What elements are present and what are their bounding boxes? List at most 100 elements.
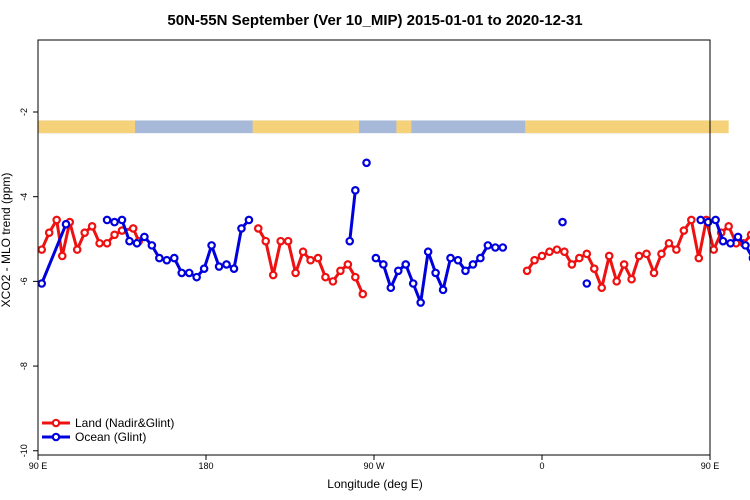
data-point [612,277,621,286]
data-point [597,283,607,293]
data-point [558,217,567,227]
data-point [634,251,644,261]
data-point [416,298,425,307]
data-point [37,279,47,288]
data-point [117,215,127,225]
data-point [393,266,403,276]
data-point [726,238,735,248]
data-point [358,289,368,299]
data-point [696,215,705,225]
data-point [560,247,569,257]
data-point [147,241,157,250]
data-point [345,236,355,246]
series-ocean [37,158,750,307]
data-point [461,266,470,276]
data-point [95,238,104,248]
data-point [253,224,263,233]
chart-title: 50N-55N September (Ver 10_MIP) 2015-01-0… [167,12,582,29]
y-axis-label: XCO2 - MLO trend (ppm) [0,173,13,308]
data-point [362,158,371,168]
data-point [672,245,681,254]
data-point [642,249,651,259]
data-point [283,236,293,246]
data-point [724,222,733,231]
data-point [110,230,119,240]
data-point [522,266,532,276]
data-point [687,215,696,225]
land-ocean-band [38,120,729,134]
data-point [276,236,285,246]
data-point [57,251,67,261]
data-point [214,262,224,271]
data-point [423,247,433,257]
data-point [321,272,330,282]
data-point [261,236,271,246]
data-point [128,224,138,233]
plot-frame [37,39,711,456]
data-point [199,264,209,273]
data-point [132,238,142,248]
series-line [40,223,68,285]
data-point [627,274,636,284]
data-point [431,268,440,278]
data-point [44,228,54,237]
legend-marker [51,418,61,428]
data-point [694,253,704,263]
y-tick-label: -2 [19,108,29,116]
data-point [453,255,463,265]
series-line [348,190,357,242]
data-series [37,158,750,307]
data-point [371,253,381,263]
x-tick-label: 90 W [363,461,385,471]
data-point [401,260,411,269]
y-tick-label: -8 [19,362,29,370]
data-point [379,260,388,269]
data-point [336,266,345,276]
legend-marker [51,432,61,442]
legend: Land (Nadir&Glint)Ocean (Glint) [42,416,174,444]
data-point [530,255,539,265]
data-point [498,243,508,252]
data-point [386,283,396,293]
data-point [72,245,82,254]
data-point [552,245,562,254]
data-point [679,226,689,235]
data-point [408,279,418,288]
data-point [125,236,134,246]
data-point [537,251,547,261]
data-point [589,264,599,273]
data-point [229,264,239,273]
data-point [545,247,554,257]
land-band-segment [396,120,412,134]
data-point [80,228,89,237]
data-point [313,253,323,263]
data-point [491,243,500,252]
data-point [328,277,338,286]
data-point [741,241,750,250]
data-point [169,253,179,263]
land-band-segment [525,120,729,134]
data-point [110,217,119,227]
data-point [237,224,246,233]
data-point [184,268,194,278]
data-point [291,268,300,278]
x-axis-label: Longitude (deg E) [327,477,422,491]
data-point [102,215,112,225]
data-point [446,253,455,263]
y-tick-label: -6 [19,277,29,285]
data-point [37,245,47,254]
data-point [351,186,360,195]
land-band-segment [38,120,136,134]
data-point [87,222,97,231]
data-point [582,279,592,288]
y-tick-label: -10 [19,444,29,457]
data-point [582,249,592,259]
data-point [61,219,71,229]
data-point [649,268,659,278]
data-point [140,232,149,242]
data-point [604,251,614,261]
data-point [155,253,164,263]
data-point [567,260,577,269]
